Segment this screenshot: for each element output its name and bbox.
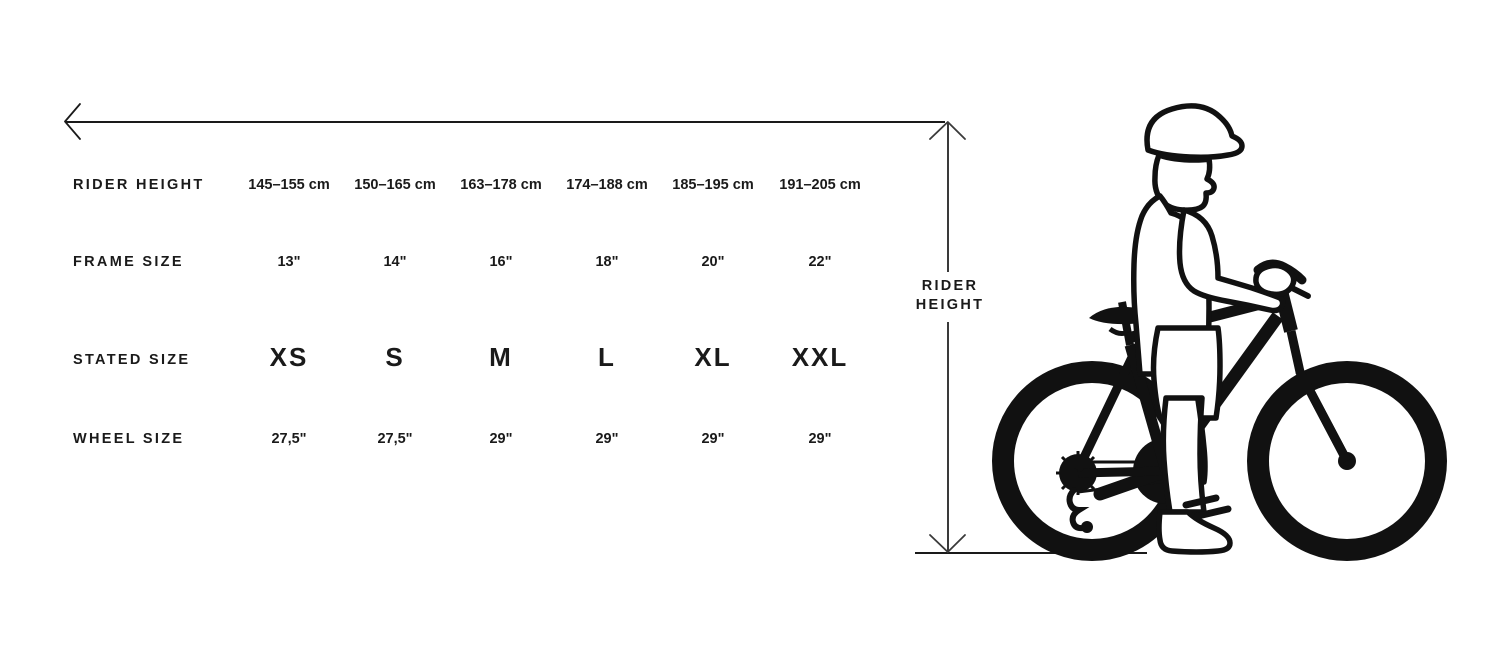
cell-frame-size-1: 13"	[277, 254, 301, 270]
leg-rear	[1195, 397, 1208, 485]
row-label-wheel-size: WHEEL SIZE	[73, 431, 185, 447]
cell-stated-size-1: XS	[269, 342, 309, 372]
cell-wheel-size-5: 29"	[701, 431, 725, 447]
cell-wheel-size-4: 29"	[595, 431, 619, 447]
cell-rider-height-3: 163–178 cm	[460, 177, 542, 193]
arrowhead-down-icon	[929, 534, 966, 553]
cell-wheel-size-3: 29"	[489, 431, 513, 447]
cell-wheel-size-2: 27,5"	[377, 431, 413, 447]
cell-wheel-size-1: 27,5"	[271, 431, 307, 447]
cell-rider-height-1: 145–155 cm	[248, 177, 330, 193]
seatstay	[1073, 347, 1141, 472]
cell-rider-height-6: 191–205 cm	[779, 177, 861, 193]
rear-derailleur	[1066, 487, 1090, 532]
horizontal-dimension-line	[65, 121, 945, 123]
cell-frame-size-4: 18"	[595, 254, 619, 270]
vertical-dimension-line-upper	[947, 122, 949, 272]
cell-frame-size-2: 14"	[383, 254, 407, 270]
shoe	[1156, 509, 1233, 555]
cell-stated-size-4: L	[598, 342, 616, 372]
row-label-rider-height: RIDER HEIGHT	[73, 177, 205, 193]
chainstay	[1077, 466, 1167, 478]
cell-frame-size-3: 16"	[489, 254, 513, 270]
arrowhead-left-icon	[64, 103, 81, 140]
table-row-rider-height: RIDER HEIGHT 145–155 cm 150–165 cm 163–1…	[0, 172, 900, 198]
cell-stated-size-3: M	[489, 342, 513, 372]
seat-tube	[1124, 343, 1172, 473]
helmet	[1144, 103, 1245, 160]
dimension-label-line-2: HEIGHT	[915, 297, 985, 313]
rider-figure	[1131, 103, 1297, 555]
bike-size-table: RIDER HEIGHT 145–155 cm 150–165 cm 163–1…	[0, 0, 900, 500]
table-row-stated-size: STATED SIZE XS S M L XL XXL	[0, 344, 900, 370]
cell-frame-size-6: 22"	[808, 254, 832, 270]
cell-frame-size-5: 20"	[701, 254, 725, 270]
cell-stated-size-5: XL	[694, 342, 732, 372]
rider-height-dimension-label: RIDER HEIGHT	[880, 277, 1020, 315]
hand	[1253, 262, 1297, 298]
ground-line	[915, 552, 1147, 554]
arrowhead-up-icon	[929, 121, 966, 140]
row-label-stated-size: STATED SIZE	[73, 352, 191, 368]
front-wheel-tire	[1247, 361, 1447, 561]
cell-rider-height-2: 150–165 cm	[354, 177, 436, 193]
cell-stated-size-6: XXL	[791, 342, 849, 372]
pedal	[1182, 494, 1232, 520]
saddle-rail	[1108, 326, 1127, 336]
cell-rider-height-4: 174–188 cm	[566, 177, 648, 193]
dimension-label-line-1: RIDER	[921, 278, 979, 294]
arm	[1176, 207, 1286, 314]
cell-stated-size-2: S	[385, 342, 405, 372]
vertical-dimension-line-lower	[947, 322, 949, 553]
cell-rider-height-5: 185–195 cm	[672, 177, 754, 193]
table-row-frame-size: FRAME SIZE 13" 14" 16" 18" 20" 22"	[0, 249, 900, 275]
fork	[1286, 330, 1351, 464]
table-row-wheel-size: WHEEL SIZE 27,5" 27,5" 29" 29" 29" 29"	[0, 426, 900, 452]
row-label-frame-size: FRAME SIZE	[73, 254, 184, 270]
cell-wheel-size-6: 29"	[808, 431, 832, 447]
derailleur-pulley	[1081, 521, 1093, 533]
